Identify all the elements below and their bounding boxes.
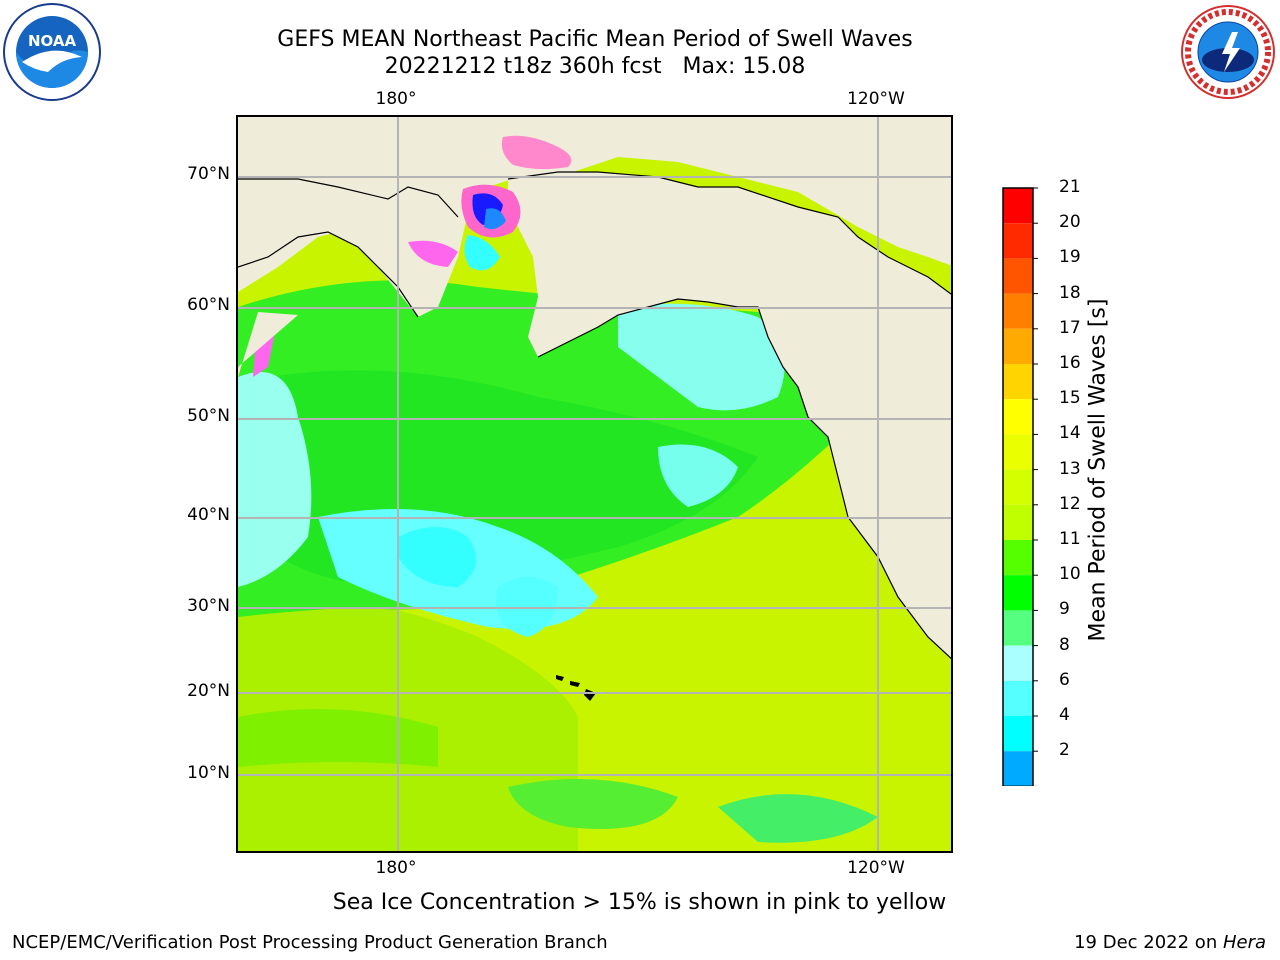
lon-label-top-120w: 120°W: [847, 89, 905, 109]
colorbar-bin: [1003, 680, 1033, 716]
colorbar-tick-label: 9: [1059, 599, 1070, 620]
colorbar-bin: [1003, 540, 1033, 576]
colorbar-tick-label: 4: [1059, 705, 1070, 725]
noaa-logo-text: NOAA: [28, 32, 77, 50]
colorbar-bin: [1003, 188, 1033, 224]
colorbar-bin: [1003, 399, 1033, 435]
colorbar: [1002, 187, 1038, 786]
colorbar-tick-label: 17: [1059, 317, 1081, 338]
footer-date-text: 19 Dec 2022 on: [1074, 932, 1223, 953]
colorbar-tick-label: 6: [1059, 669, 1070, 690]
chart-subtitle: 20221212 t18z 360h fcst Max: 15.08: [384, 54, 806, 79]
lat-label-70n: 70°N: [187, 164, 230, 184]
lat-label-10n: 10°N: [187, 763, 230, 783]
colorbar-bin: [1003, 645, 1033, 681]
colorbar-tick-label: 15: [1059, 388, 1081, 409]
colorbar-tick-label: 13: [1059, 458, 1081, 479]
colorbar-tick-label: 19: [1059, 247, 1081, 268]
colorbar-bin: [1003, 223, 1033, 259]
colorbar-bin: [1003, 716, 1033, 752]
colorbar-tick-label: 21: [1059, 177, 1081, 197]
colorbar-bin: [1003, 434, 1033, 470]
colorbar-bin: [1003, 575, 1033, 611]
lat-label-50n: 50°N: [187, 406, 230, 426]
colorbar-tick-label: 11: [1059, 529, 1081, 549]
lat-label-60n: 60°N: [187, 295, 230, 315]
lat-label-40n: 40°N: [187, 505, 230, 525]
footer-date: 19 Dec 2022 on Hera: [1074, 932, 1266, 953]
lon-label-bottom-180: 180°: [375, 858, 417, 878]
lat-label-30n: 30°N: [187, 596, 230, 616]
noaa-logo: NOAA: [2, 2, 102, 102]
colorbar-tick-label: 12: [1059, 493, 1081, 514]
colorbar-bin: [1003, 751, 1033, 786]
colorbar-tick-label: 14: [1059, 423, 1081, 444]
colorbar-tick-label: 8: [1059, 634, 1070, 655]
colorbar-bin: [1003, 258, 1033, 294]
sea-ice-caption: Sea Ice Concentration > 15% is shown in …: [332, 890, 947, 915]
lon-label-bottom-120w: 120°W: [847, 858, 905, 878]
colorbar-tick-label: 20: [1059, 212, 1081, 233]
colorbar-tick-label: 2: [1059, 740, 1070, 761]
chart-title: GEFS MEAN Northeast Pacific Mean Period …: [277, 27, 913, 52]
colorbar-tick-label: 10: [1059, 564, 1081, 585]
colorbar-bin: [1003, 610, 1033, 646]
colorbar-bin: [1003, 328, 1033, 364]
map-panel: [236, 115, 953, 853]
colorbar-bin: [1003, 364, 1033, 400]
colorbar-bin: [1003, 469, 1033, 505]
colorbar-frame: [1002, 187, 1034, 786]
footer-credit: NCEP/EMC/Verification Post Processing Pr…: [12, 932, 608, 953]
colorbar-bin: [1003, 504, 1033, 540]
footer-host: Hera: [1222, 932, 1266, 953]
lat-label-20n: 20°N: [187, 681, 230, 701]
national-weather-service-logo: [1180, 4, 1276, 100]
colorbar-bin: [1003, 293, 1033, 329]
colorbar-tick-label: 18: [1059, 282, 1081, 303]
colorbar-title: Mean Period of Swell Waves [s]: [1085, 298, 1111, 642]
lon-label-top-180: 180°: [375, 89, 417, 109]
colorbar-tick-label: 16: [1059, 353, 1081, 373]
